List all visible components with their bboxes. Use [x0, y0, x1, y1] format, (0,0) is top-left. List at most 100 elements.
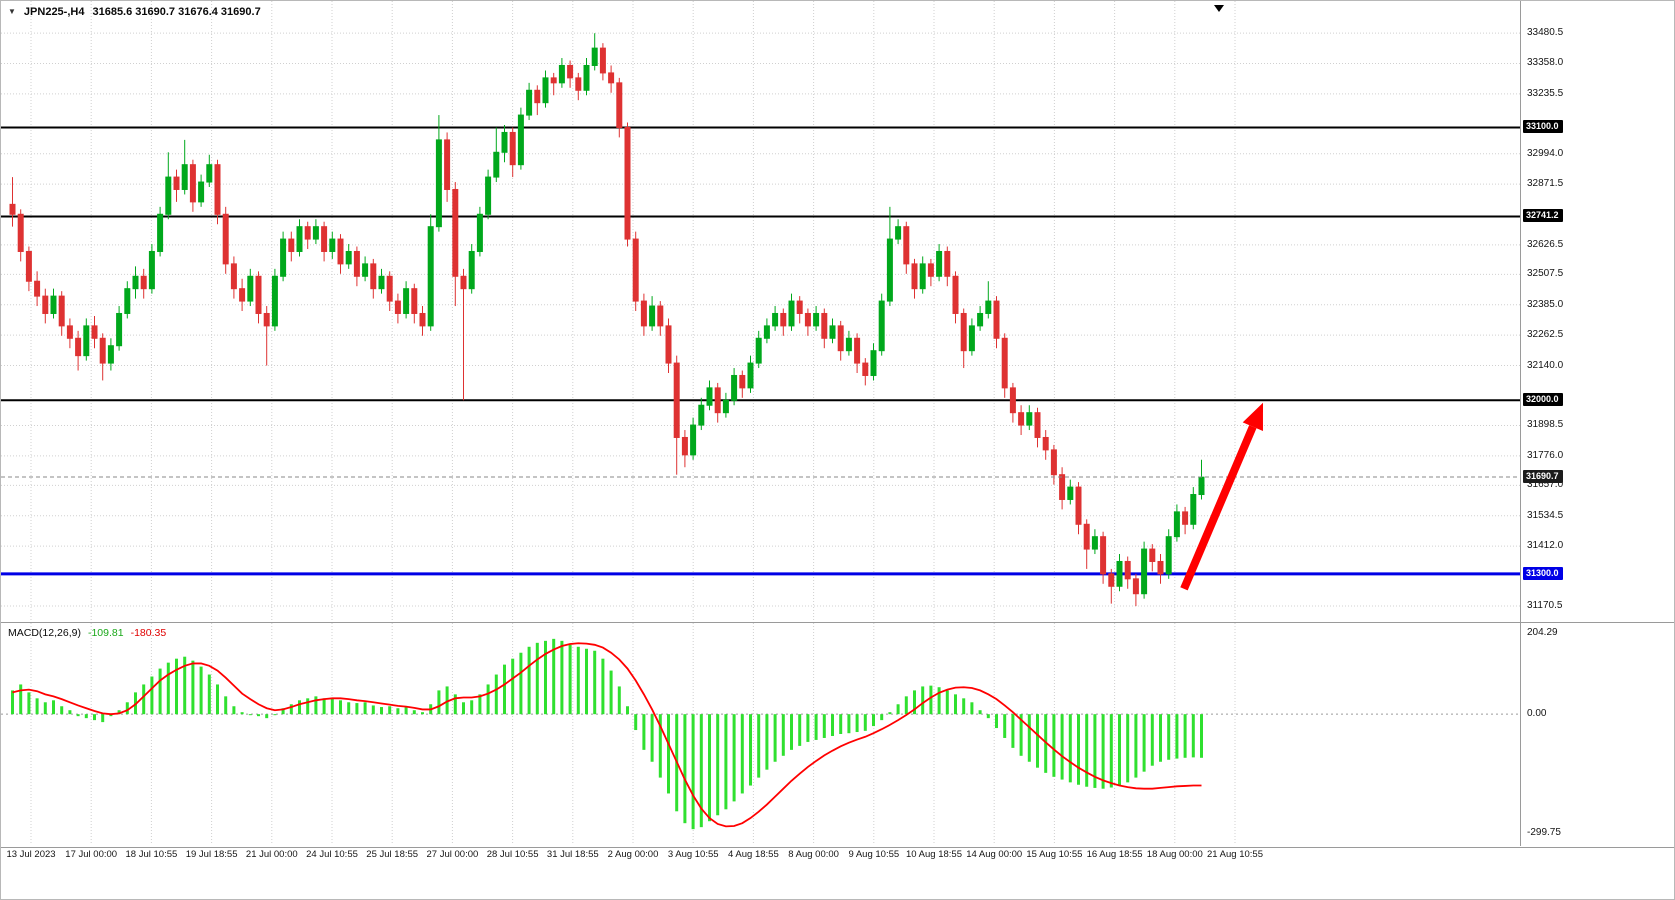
- macd-histogram-bar: [954, 694, 957, 715]
- candle-body: [468, 250, 475, 290]
- macd-histogram-bar: [1126, 714, 1130, 783]
- symbol-dropdown-icon[interactable]: ▼: [8, 7, 16, 16]
- price-axis-separator: [1520, 1, 1521, 846]
- macd-histogram-bar: [650, 714, 654, 762]
- candle-body: [386, 275, 393, 302]
- macd-histogram-bar: [609, 670, 613, 715]
- macd-axis[interactable]: 204.29 0.00 -299.75: [1521, 623, 1674, 845]
- macd-histogram-bar: [453, 694, 457, 715]
- ohlc-readout: 31685.6 31690.7 31676.4 31690.7: [92, 6, 261, 18]
- macd-histogram-bar: [626, 706, 629, 715]
- macd-histogram-bar: [1142, 714, 1146, 772]
- macd-histogram-bar: [298, 700, 301, 715]
- macd-histogram-bar: [749, 714, 752, 786]
- macd-histogram-bar: [125, 702, 129, 715]
- macd-histogram-bar: [84, 714, 88, 719]
- candle-body: [796, 300, 803, 314]
- macd-histogram-bar: [896, 704, 900, 715]
- candle-body: [534, 89, 541, 104]
- macd-histogram-bar: [929, 685, 933, 715]
- candle-body: [501, 131, 508, 153]
- candle-body: [936, 250, 943, 277]
- candle-body: [50, 295, 57, 314]
- price-chart-canvas[interactable]: [1, 1, 1520, 621]
- candle-body: [895, 226, 902, 240]
- candle-body: [337, 238, 344, 265]
- candle-body: [567, 64, 574, 79]
- macd-histogram-bar: [790, 714, 793, 750]
- macd-histogram-bar: [995, 714, 998, 729]
- macd-histogram-bar: [699, 714, 703, 828]
- macd-histogram-bar: [642, 714, 646, 750]
- time-tick-label: 31 Jul 18:55: [546, 849, 599, 860]
- macd-histogram-bar: [445, 686, 449, 715]
- price-tick-label: 31776.0: [1527, 449, 1564, 461]
- candle-body: [263, 312, 270, 327]
- price-tick-label: 31170.5: [1527, 599, 1563, 611]
- macd-histogram-bar: [93, 714, 96, 721]
- macd-histogram-bar: [1085, 714, 1089, 787]
- time-tick-label: 14 Aug 00:00: [966, 849, 1023, 860]
- candle-body: [526, 89, 533, 116]
- candle-body: [1165, 536, 1172, 575]
- macd-histogram-bar: [322, 698, 326, 715]
- macd-histogram-bar: [888, 712, 892, 715]
- trend-arrow-shaft: [1180, 425, 1257, 591]
- macd-histogram-bar: [863, 714, 867, 731]
- macd-histogram-bar: [535, 642, 539, 715]
- macd-histogram-bar: [872, 714, 875, 727]
- macd-histogram-bar: [1200, 714, 1203, 758]
- macd-histogram-bar: [207, 674, 211, 715]
- macd-histogram-bar: [913, 690, 916, 715]
- pane-separator[interactable]: [1, 622, 1674, 623]
- macd-histogram-bar: [19, 684, 23, 715]
- macd-histogram-bar: [945, 690, 949, 715]
- macd-histogram-bar: [281, 708, 285, 715]
- candle-body: [690, 424, 697, 456]
- macd-histogram-bar: [658, 714, 662, 778]
- macd-histogram-bar: [232, 706, 236, 715]
- time-tick-label: 3 Aug 10:55: [667, 849, 719, 860]
- macd-histogram-bar: [478, 694, 482, 715]
- macd-histogram-bar: [494, 674, 498, 715]
- macd-histogram-bar: [240, 712, 244, 715]
- macd-histogram-bar: [1118, 714, 1121, 786]
- time-tick-label: 16 Aug 18:55: [1086, 849, 1143, 860]
- candle-body: [977, 312, 984, 327]
- macd-histogram-bar: [617, 686, 621, 715]
- time-axis[interactable]: 13 Jul 2023 17 Jul 00:00 18 Jul 10:55 19 Ju…: [1, 849, 1520, 867]
- candle-body: [1018, 412, 1025, 426]
- macd-histogram-bar: [1093, 714, 1097, 788]
- candle-body: [132, 275, 139, 290]
- candle-body: [9, 203, 16, 215]
- macd-histogram-bar: [503, 664, 506, 715]
- macd-indicator-canvas[interactable]: [1, 623, 1520, 845]
- macd-histogram-bar: [1068, 714, 1072, 783]
- candle-body: [788, 300, 795, 327]
- candle-body: [1067, 486, 1074, 500]
- macd-histogram-bar: [1101, 714, 1105, 789]
- macd-histogram-bar: [904, 696, 908, 715]
- candle-body: [583, 64, 590, 91]
- candle-body: [83, 325, 90, 357]
- candle-body: [993, 300, 1000, 339]
- macd-histogram-bar: [470, 700, 474, 715]
- candle-body: [927, 263, 934, 277]
- macd-histogram-bar: [175, 658, 178, 715]
- macd-histogram-bar: [921, 686, 925, 715]
- chart-shift-marker-icon[interactable]: [1214, 5, 1224, 12]
- candle-body: [198, 181, 205, 203]
- macd-histogram-bar: [585, 648, 588, 715]
- candle-body: [1124, 560, 1131, 580]
- macd-histogram-bar: [43, 702, 47, 715]
- candle-body: [271, 275, 278, 327]
- macd-histogram-bar: [716, 714, 720, 816]
- time-tick-label: 8 Aug 00:00: [788, 849, 839, 860]
- candle-body: [34, 280, 41, 297]
- macd-histogram-bar: [1175, 714, 1179, 759]
- candle-body: [1009, 387, 1016, 414]
- macd-histogram-bar: [708, 714, 711, 822]
- price-axis[interactable]: 33480.5 33358.0 33235.5 32994.0 32871.5 32626…: [1521, 1, 1674, 621]
- price-tick-label: 32871.5: [1527, 178, 1564, 190]
- macd-histogram-bar: [1150, 714, 1154, 766]
